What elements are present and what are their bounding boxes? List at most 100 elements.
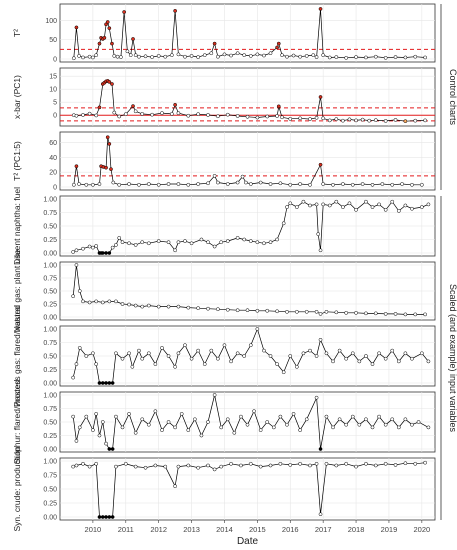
data-point: [275, 237, 279, 242]
y-axis-label: Sulphur: flared/wasted: [12, 379, 22, 464]
data-point: [347, 201, 352, 206]
data-point: [153, 409, 158, 414]
data-point: [288, 463, 293, 467]
y-tick-label: 1.00: [43, 459, 57, 466]
y-tick-label: 20: [49, 170, 57, 177]
data-point: [383, 422, 388, 427]
data-point: [206, 306, 210, 311]
data-point: [186, 428, 191, 432]
panel-1: 0 5 10 15 x-bar (PC1): [12, 67, 436, 127]
y-tick-label: 0: [53, 113, 57, 120]
x-tick-label: 2014: [216, 525, 233, 534]
y-tick-label: 0.25: [43, 433, 57, 440]
data-point: [146, 182, 151, 186]
data-point: [107, 142, 112, 146]
data-point: [364, 55, 368, 60]
data-point: [127, 351, 131, 356]
data-point: [331, 359, 335, 364]
data-point: [81, 299, 85, 304]
data-point: [107, 299, 112, 304]
data-point: [100, 420, 105, 424]
data-point: [146, 351, 151, 356]
panels: 0 50 100 T² 0 5 10 15 x-bar (PC1) 0 20 40 60 T² (PC1:…: [12, 3, 436, 532]
data-point: [114, 464, 118, 469]
data-point: [87, 111, 92, 116]
data-point: [278, 414, 283, 419]
data-point: [344, 55, 349, 60]
y-tick-label: 0.75: [43, 276, 57, 283]
data-point: [255, 308, 260, 313]
data-point: [285, 309, 289, 314]
data-point: [373, 311, 378, 316]
data-point: [271, 425, 276, 430]
data-point: [166, 420, 171, 424]
y-tick-label: 0.50: [43, 487, 57, 494]
panel-3: 0.00 0.25 0.50 0.75 1.00 Diluent naphtha: fue…: [12, 187, 436, 265]
data-point: [199, 237, 204, 242]
data-point: [403, 461, 408, 466]
data-point: [107, 381, 112, 385]
data-point: [212, 467, 217, 472]
data-point: [396, 209, 401, 213]
data-point: [390, 182, 395, 187]
y-tick-label: 1.00: [43, 327, 57, 334]
data-point: [423, 312, 427, 317]
data-point: [173, 9, 177, 13]
data-point: [239, 414, 243, 419]
data-point: [123, 112, 128, 117]
data-point: [377, 202, 381, 207]
y-tick-label: 0.50: [43, 289, 57, 296]
data-point: [97, 433, 102, 438]
data-point: [91, 182, 95, 187]
data-point: [97, 105, 102, 110]
data-point: [314, 202, 319, 207]
x-tick-label: 2016: [282, 525, 299, 534]
data-point: [413, 312, 418, 317]
data-point: [242, 53, 247, 57]
data-point: [334, 310, 339, 315]
data-point: [357, 359, 362, 364]
data-point: [97, 182, 102, 186]
data-point: [324, 461, 329, 466]
y-axis-label: Diluent naphtha: fuel: [12, 187, 22, 265]
data-point: [403, 351, 408, 356]
data-point: [383, 461, 388, 466]
data-point: [209, 51, 214, 56]
data-point: [84, 414, 89, 419]
data-point: [350, 351, 355, 356]
x-tick-label: 2018: [348, 525, 365, 534]
data-point: [219, 425, 224, 430]
data-point: [265, 308, 270, 313]
data-point: [173, 102, 177, 107]
data-point: [176, 464, 181, 469]
data-point: [327, 55, 332, 60]
data-point: [423, 55, 427, 60]
data-point: [193, 417, 197, 422]
data-point: [71, 56, 76, 61]
data-point: [347, 117, 352, 122]
data-point: [364, 311, 368, 316]
data-point: [77, 182, 81, 186]
data-point: [71, 182, 76, 187]
data-point: [160, 111, 164, 115]
x-tick-label: 2010: [85, 525, 102, 534]
data-point: [262, 348, 266, 353]
data-point: [275, 362, 279, 366]
data-point: [137, 348, 141, 353]
data-point: [410, 422, 414, 427]
data-point: [196, 465, 201, 470]
data-point: [202, 53, 207, 57]
data-point: [344, 422, 349, 427]
data-point: [109, 167, 113, 172]
y-tick-label: 60: [49, 140, 57, 147]
data-point: [196, 55, 201, 59]
data-point: [166, 304, 171, 309]
data-point: [308, 348, 312, 353]
data-point: [377, 414, 381, 419]
data-point: [383, 312, 388, 316]
data-point: [97, 381, 102, 385]
data-point: [179, 412, 184, 416]
data-point: [123, 461, 128, 466]
data-point: [360, 117, 365, 122]
data-point: [390, 199, 395, 204]
